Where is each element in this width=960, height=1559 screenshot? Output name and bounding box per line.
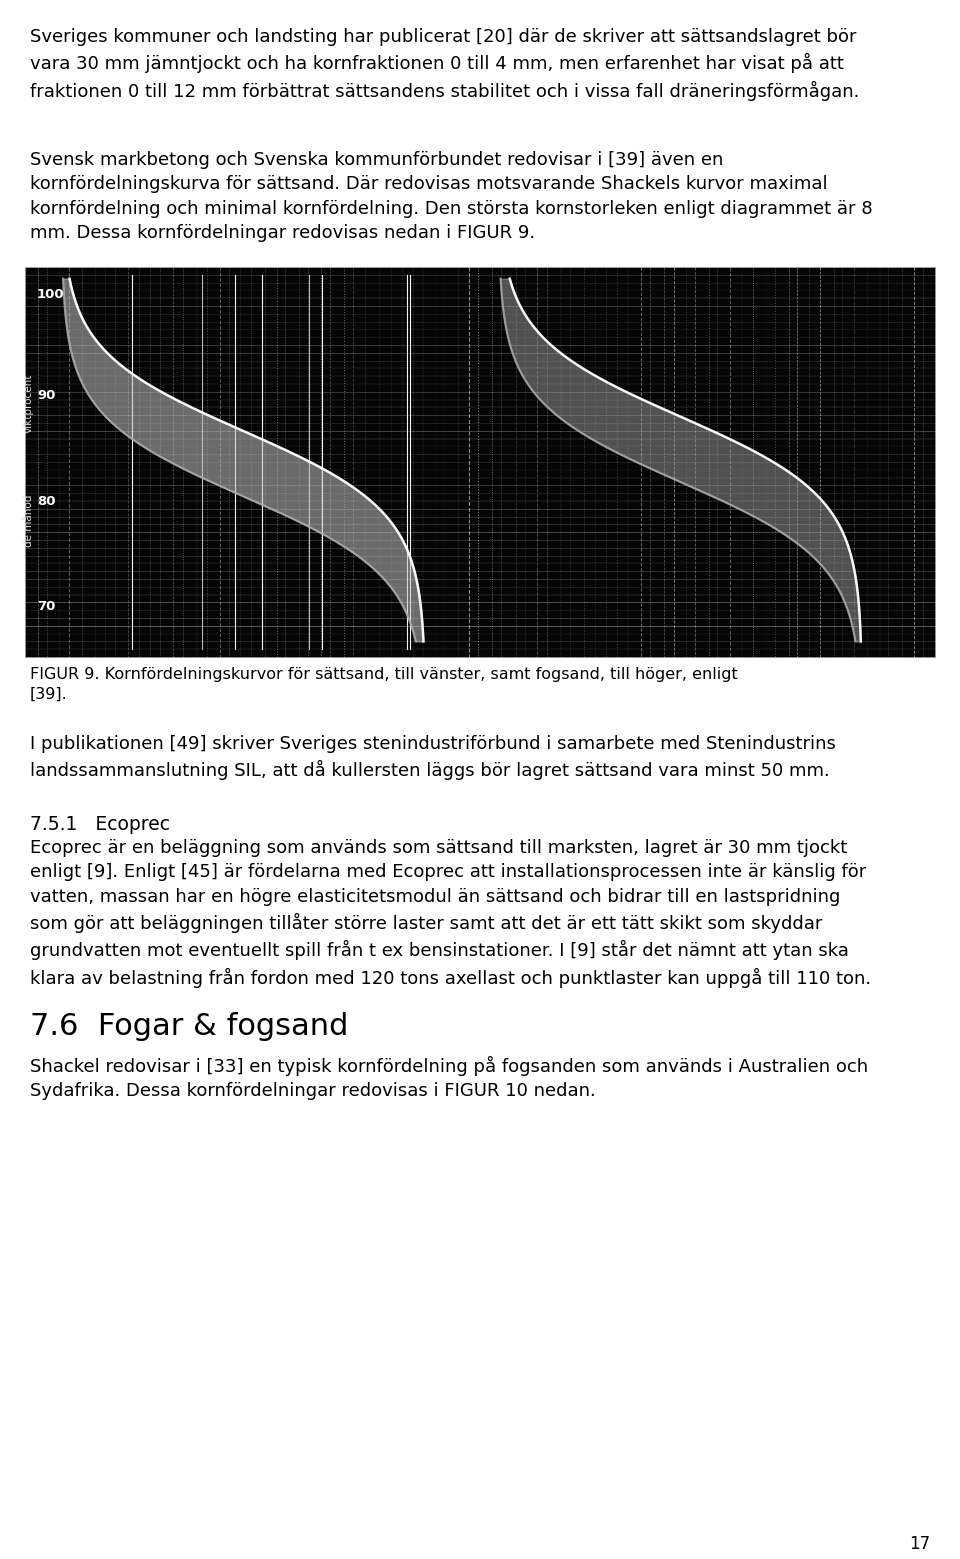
Text: FIGUR 9. Kornfördelningskurvor för sättsand, till vänster, samt fogsand, till hö: FIGUR 9. Kornfördelningskurvor för sätts…	[30, 667, 737, 681]
Text: 7.6  Fogar & fogsand: 7.6 Fogar & fogsand	[30, 1012, 348, 1041]
Text: de månod: de månod	[24, 494, 34, 547]
Text: viktprocent: viktprocent	[24, 374, 34, 433]
Bar	[25, 267, 935, 656]
Text: Sveriges kommuner och landsting har publicerat [20] där de skriver att sättsands: Sveriges kommuner och landsting har publ…	[30, 28, 859, 101]
Text: Svensk markbetong och Svenska kommunförbundet redovisar i [39] även en
kornförde: Svensk markbetong och Svenska kommunförb…	[30, 151, 873, 242]
Text: Shackel redovisar i [33] en typisk kornfördelning på fogsanden som används i Aus: Shackel redovisar i [33] en typisk kornf…	[30, 1055, 868, 1101]
Text: 70: 70	[37, 600, 56, 613]
Text: 17: 17	[909, 1536, 930, 1553]
Text: [39].: [39].	[30, 688, 68, 702]
Text: I publikationen [49] skriver Sveriges stenindustriförbund i samarbete med Stenin: I publikationen [49] skriver Sveriges st…	[30, 734, 836, 781]
Text: 100: 100	[37, 288, 64, 301]
Text: 7.5.1   Ecoprec: 7.5.1 Ecoprec	[30, 815, 170, 834]
Text: 90: 90	[37, 390, 56, 402]
Text: 80: 80	[37, 494, 56, 508]
Text: Ecoprec är en beläggning som används som sättsand till marksten, lagret är 30 mm: Ecoprec är en beläggning som används som…	[30, 839, 871, 987]
